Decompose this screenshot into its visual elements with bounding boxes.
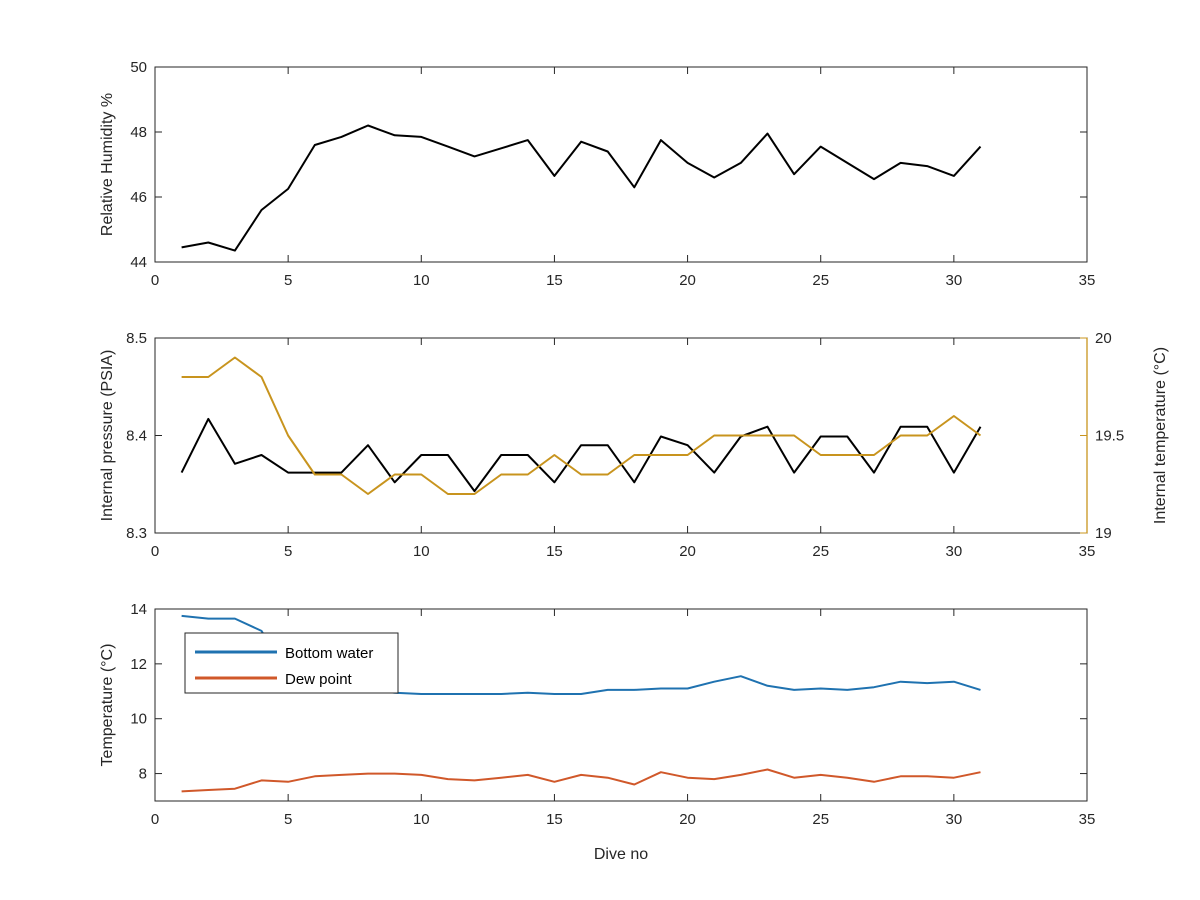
plot-frame [154,66,1088,263]
y-tick-label: 8.5 [126,330,147,347]
series-line-pressure [180,417,982,493]
y-tick-label: 12 [130,656,147,673]
x-tick-label: 35 [1079,272,1096,289]
y-tick-label: 10 [130,711,147,728]
x-tick-label: 30 [946,543,963,560]
x-tick-label: 15 [546,272,563,289]
x-tick-label: 0 [151,272,159,289]
x-tick-label: 30 [946,811,963,828]
chart-panel-1: 0 5 10 15 20 25 30 35 44 46 48 50 Relative Humidity … [99,59,1095,289]
chart-panel-2: 0 5 10 15 20 25 30 35 8.3 8.4 8.5 19 19.5 20 Internal … [99,330,1169,560]
y-tick-label: 8.4 [126,428,147,445]
legend-box [184,632,399,694]
series-line-internal-temp [181,356,982,495]
x-tick-label: 0 [151,811,159,828]
x-tick-label: 25 [812,272,829,289]
x-tick-label: 10 [413,811,430,828]
x-tick-label: 5 [284,811,292,828]
x-tick-label: 10 [413,543,430,560]
legend-entry-label: Dew point [285,671,353,688]
y-tick-label: 48 [130,124,147,141]
right-y-tick-label: 20 [1095,330,1112,347]
series-line-dew-point [181,768,981,793]
x-tick-label: 0 [151,543,159,560]
right-y-axis-label: Internal temperature (°C) [1152,347,1169,524]
y-axis-label: Temperature (°C) [99,644,116,767]
y-tick-label: 46 [130,189,147,206]
x-tick-label: 30 [946,272,963,289]
chart-panel-3: 0 5 10 15 20 25 30 35 8 10 12 14 Temperature (°C) Div… [99,601,1095,863]
series-line-humidity [181,124,982,252]
x-tick-label: 35 [1079,543,1096,560]
x-axis-label: Dive no [594,846,648,863]
x-tick-label: 10 [413,272,430,289]
x-tick-label: 5 [284,543,292,560]
x-tick-label: 20 [679,543,696,560]
y-tick-label: 44 [130,254,147,271]
y-axis-label: Relative Humidity % [99,93,116,236]
x-tick-label: 5 [284,272,292,289]
x-tick-label: 15 [546,811,563,828]
x-tick-label: 35 [1079,811,1096,828]
y-tick-label: 50 [130,59,147,76]
legend-entry-label: Bottom water [285,645,373,662]
x-tick-label: 25 [812,811,829,828]
y-axis-label: Internal pressure (PSIA) [99,350,116,522]
y-tick-label: 14 [130,601,147,618]
x-tick-label: 20 [679,811,696,828]
y-tick-label: 8 [139,766,147,783]
right-y-tick-label: 19.5 [1095,428,1124,445]
x-tick-label: 25 [812,543,829,560]
x-tick-label: 20 [679,272,696,289]
y-tick-label: 8.3 [126,525,147,542]
right-y-tick-label: 19 [1095,525,1112,542]
x-tick-label: 15 [546,543,563,560]
legend: Bottom water Dew point [184,632,399,694]
plot-frame [154,337,1088,534]
